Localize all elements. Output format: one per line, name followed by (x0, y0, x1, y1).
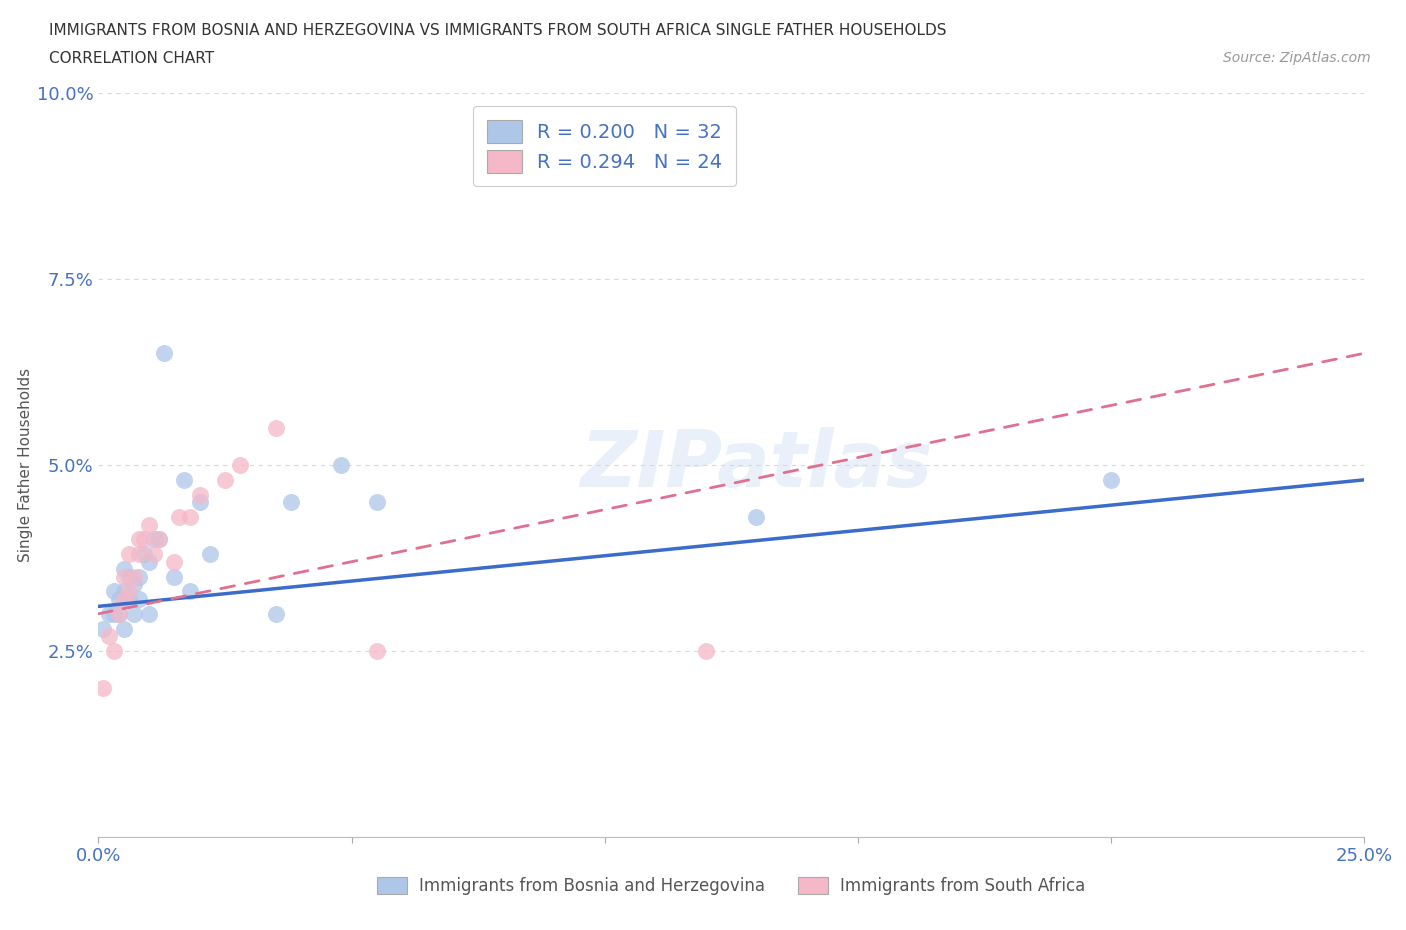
Point (173, 472, 195, 487)
Point (128, 591, 150, 606)
Point (138, 606, 160, 621)
Point (93, 681, 115, 696)
Point (169, 510, 191, 525)
Point (122, 577, 145, 591)
Point (143, 532, 166, 547)
Point (229, 458, 252, 472)
Point (214, 472, 236, 487)
Point (118, 569, 141, 584)
Point (112, 621, 135, 636)
Point (148, 532, 170, 547)
Point (148, 532, 170, 547)
Point (188, 495, 211, 510)
Point (107, 606, 129, 621)
Point (107, 606, 129, 621)
Point (103, 584, 125, 599)
Point (112, 584, 135, 599)
Point (122, 569, 145, 584)
Point (122, 606, 145, 621)
Point (366, 495, 388, 510)
Point (112, 569, 135, 584)
Text: ZIPatlas: ZIPatlas (581, 427, 932, 503)
Legend: Immigrants from Bosnia and Herzegovina, Immigrants from South Africa: Immigrants from Bosnia and Herzegovina, … (368, 869, 1094, 903)
Point (128, 569, 150, 584)
Point (138, 517, 160, 532)
Point (128, 547, 150, 562)
Point (112, 591, 135, 606)
Point (198, 547, 221, 562)
Point (143, 547, 166, 562)
Point (163, 554, 186, 569)
Point (132, 532, 155, 547)
Point (138, 554, 160, 569)
Text: IMMIGRANTS FROM BOSNIA AND HERZEGOVINA VS IMMIGRANTS FROM SOUTH AFRICA SINGLE FA: IMMIGRANTS FROM BOSNIA AND HERZEGOVINA V… (49, 23, 946, 38)
Point (330, 458, 353, 472)
Text: Source: ZipAtlas.com: Source: ZipAtlas.com (1223, 51, 1371, 65)
Point (118, 547, 141, 562)
Point (1099, 472, 1122, 487)
Point (153, 346, 176, 361)
Point (118, 584, 141, 599)
Point (112, 562, 135, 577)
Point (163, 569, 186, 584)
Point (107, 591, 129, 606)
Y-axis label: Single Father Households: Single Father Households (18, 368, 34, 562)
Point (280, 495, 302, 510)
Point (103, 606, 125, 621)
Point (179, 584, 201, 599)
Point (179, 510, 201, 525)
Point (97, 606, 120, 621)
Point (132, 547, 155, 562)
Point (103, 644, 125, 658)
Point (264, 606, 287, 621)
Point (118, 591, 141, 606)
Point (264, 420, 287, 435)
Point (97, 629, 120, 644)
Point (93, 621, 115, 636)
Point (188, 487, 211, 502)
Point (745, 510, 768, 525)
Point (128, 532, 150, 547)
Point (366, 644, 388, 658)
Text: CORRELATION CHART: CORRELATION CHART (49, 51, 214, 66)
Point (695, 644, 717, 658)
